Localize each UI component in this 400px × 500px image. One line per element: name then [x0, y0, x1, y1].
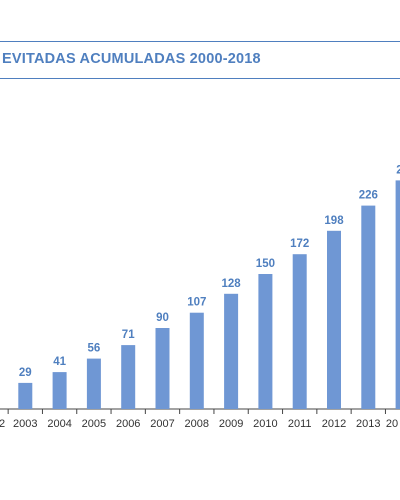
data-label-2003: 29 — [19, 367, 32, 379]
data-label-2011: 172 — [290, 238, 309, 250]
bar-2013 — [361, 205, 376, 409]
data-label-2009: 128 — [222, 278, 242, 290]
chart-title: EVITADAS ACUMULADAS 2000-2018 — [2, 51, 261, 67]
x-tick-label-2013: 2013 — [356, 418, 380, 430]
bar-2007 — [155, 328, 170, 409]
bar-2009 — [224, 293, 239, 409]
bar-2011 — [292, 254, 307, 409]
data-label-2006: 71 — [122, 329, 135, 341]
data-label-2013: 226 — [359, 190, 378, 202]
data-label-2004: 41 — [53, 356, 66, 368]
x-tick-label-2004: 2004 — [47, 418, 71, 430]
bar-2006 — [121, 345, 136, 409]
x-tick-label-2012: 2012 — [322, 418, 346, 430]
x-tick-label-2002: 2 — [0, 418, 5, 430]
data-label-2008: 107 — [187, 297, 206, 309]
bar-2005 — [86, 358, 101, 409]
x-tick-label-2003: 2003 — [13, 418, 37, 430]
x-tick-label-2010: 2010 — [253, 418, 277, 430]
x-tick-label-2009: 2009 — [219, 418, 243, 430]
data-label-2005: 56 — [88, 343, 101, 355]
x-tick-label-2005: 2005 — [82, 418, 106, 430]
x-tick-label-2014: 20 — [386, 418, 398, 430]
data-label-2014: 25 — [396, 164, 400, 176]
x-tick-label-2007: 2007 — [150, 418, 174, 430]
data-label-2007: 90 — [156, 312, 169, 324]
x-tick-label-2008: 2008 — [185, 418, 209, 430]
bar-2010 — [258, 274, 273, 409]
x-tick-label-2011: 2011 — [288, 418, 312, 430]
bar-2008 — [189, 312, 204, 409]
x-tick-label-2006: 2006 — [116, 418, 140, 430]
bar-2012 — [327, 230, 341, 409]
bar-2014 — [395, 180, 400, 409]
data-label-2012: 198 — [324, 215, 344, 227]
data-label-2010: 150 — [256, 258, 275, 270]
bar-2003 — [18, 382, 33, 409]
bar-2004 — [52, 372, 67, 409]
chart-title-box — [0, 41, 400, 79]
